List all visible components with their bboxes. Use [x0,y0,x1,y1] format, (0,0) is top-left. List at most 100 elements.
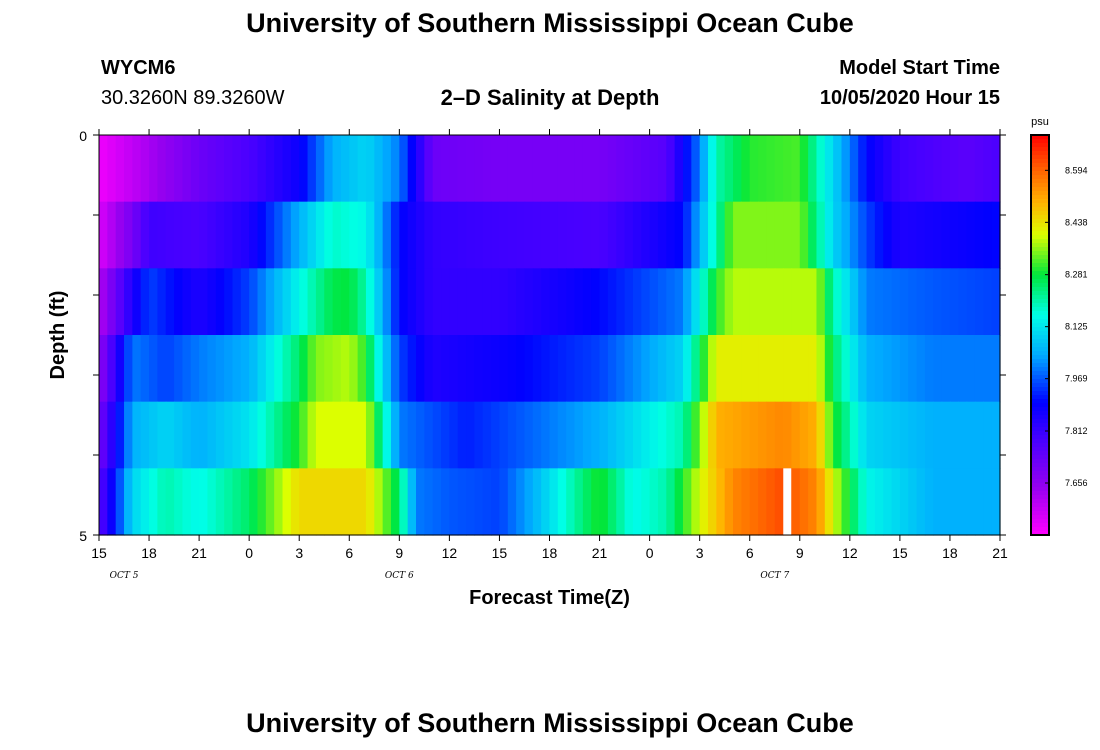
heatmap-cell [874,201,884,269]
heatmap-cell [691,335,701,403]
colorbar-segment [1031,327,1049,332]
heatmap-cell [682,335,692,403]
heatmap-cell [357,201,367,269]
heatmap-cell [899,335,909,403]
heatmap-cell [449,468,459,536]
x-tick-label: 21 [992,545,1008,561]
heatmap-cell [991,335,1001,403]
heatmap-cell [374,135,384,203]
x-tick-label: 18 [141,545,157,561]
heatmap-cell [541,135,551,203]
heatmap-cell [641,468,651,536]
heatmap-cell [432,468,442,536]
heatmap-cell [607,401,617,469]
colorbar-segment [1031,311,1049,316]
colorbar-segment [1031,403,1049,408]
heatmap-cell [107,135,117,203]
heatmap-cell [724,201,734,269]
heatmap-cell [249,401,259,469]
heatmap-cell [591,268,601,336]
heatmap-cell [582,201,592,269]
heatmap-cell [974,201,984,269]
heatmap-cell [549,201,559,269]
heatmap-cell [474,268,484,336]
colorbar-segment [1031,195,1049,200]
heatmap-cell [716,401,726,469]
heatmap-cell [99,468,108,536]
colorbar-segment [1031,491,1049,496]
heatmap-cell [949,135,959,203]
heatmap-cell [224,201,234,269]
heatmap-cell [691,468,701,536]
colorbar-segment [1031,143,1049,148]
heatmap-cell [340,401,350,469]
heatmap-cell [524,401,534,469]
heatmap-cell [99,335,108,403]
heatmap-cell [958,201,968,269]
colorbar-segment [1031,139,1049,144]
heatmap-cell [382,201,392,269]
colorbar-segment [1031,255,1049,260]
heatmap-cell [566,135,576,203]
heatmap-cell [157,335,167,403]
heatmap-cell [199,401,209,469]
colorbar-segment [1031,499,1049,504]
heatmap-cell [541,468,551,536]
heatmap-cell [966,268,976,336]
colorbar-segment [1031,347,1049,352]
heatmap-cell [374,468,384,536]
x-tick-label: 18 [942,545,958,561]
heatmap-cell [441,201,450,269]
heatmap-cell [407,135,417,203]
colorbar-segment [1031,191,1049,196]
y-axis: 05 [79,128,1006,544]
heatmap-cell [983,468,993,536]
heatmap-cell [566,468,576,536]
heatmap-cell [491,468,501,536]
colorbar-segment [1031,287,1049,292]
heatmap-cell [207,201,217,269]
colorbar-tick-label: 8.281 [1065,270,1088,280]
heatmap-cell [407,468,417,536]
colorbar-segment [1031,275,1049,280]
heatmap-cell [307,468,317,536]
colorbar-segment [1031,267,1049,272]
heatmap-cell [816,401,826,469]
heatmap-cell [849,201,859,269]
heatmap-cell [190,468,200,536]
heatmap-cell [582,268,592,336]
heatmap-cell [190,335,200,403]
heatmap-cell [257,335,267,403]
heatmap-cell [199,135,209,203]
heatmap-cell [657,401,667,469]
heatmap-cell [157,201,167,269]
heatmap-cell [207,268,217,336]
heatmap-cell [883,268,893,336]
heatmap-cell [524,268,534,336]
colorbar-segment [1031,399,1049,404]
colorbar-segment [1031,227,1049,232]
missing-data-marker [783,468,792,535]
colorbar-segment [1031,443,1049,448]
heatmap-cell [449,268,459,336]
heatmap-cell [240,201,250,269]
heatmap-cell [657,268,667,336]
colorbar-segment [1031,335,1049,340]
model-start-label: Model Start Time [839,57,1000,79]
station-coordinates: 30.3260N 89.3260W [101,87,285,109]
heatmap-cell [215,201,225,269]
heatmap-cell [824,135,834,203]
heatmap-cell [941,468,951,536]
model-start-time: 10/05/2020 Hour 15 [819,87,1000,109]
heatmap-cell [649,201,659,269]
heatmap-cell [708,401,717,469]
heatmap-cell [307,201,317,269]
heatmap-cell [115,201,125,269]
colorbar-tick-label: 7.812 [1065,426,1088,436]
colorbar-segment [1031,383,1049,388]
heatmap-cell [858,468,868,536]
heatmap-cell [140,201,150,269]
colorbar-segment [1031,307,1049,312]
heatmap-cell [449,135,459,203]
heatmap-cell [541,335,551,403]
